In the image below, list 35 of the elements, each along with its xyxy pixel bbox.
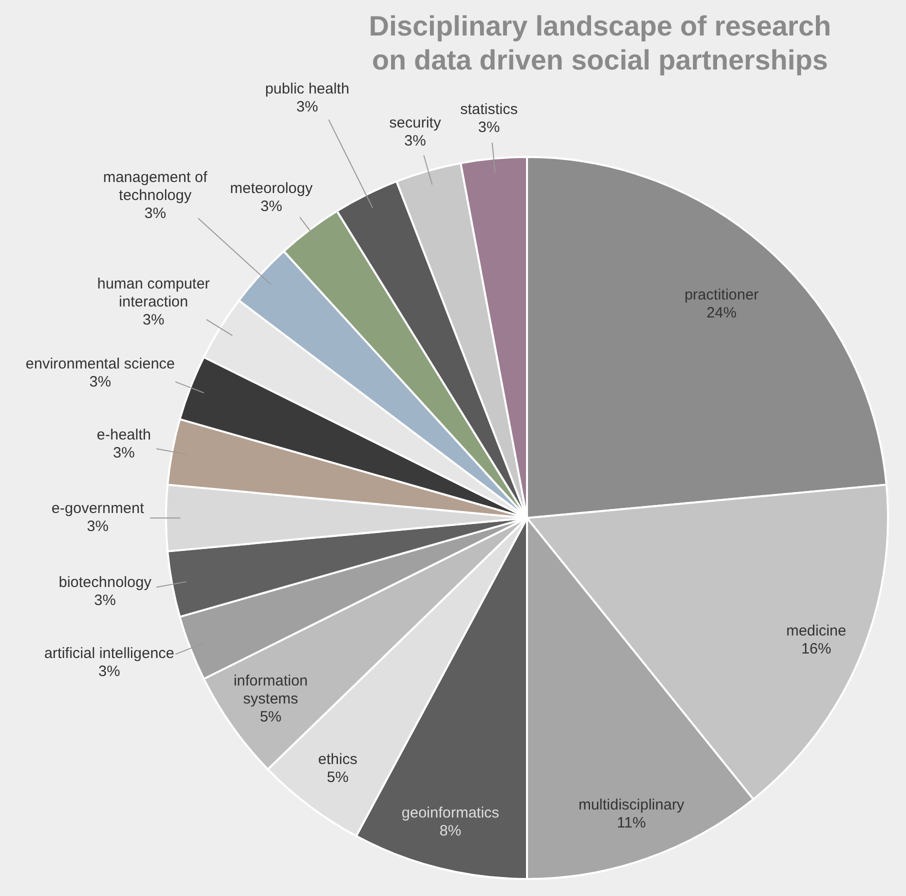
data-label: 24%	[706, 304, 737, 322]
data-label: 16%	[801, 640, 832, 658]
data-label: 3%	[296, 98, 318, 116]
data-label: 3%	[86, 518, 109, 536]
slice-label: security	[389, 114, 442, 132]
data-label: 3%	[142, 311, 164, 328]
data-label: 3%	[89, 373, 112, 390]
slice-label: statistics	[460, 100, 518, 118]
data-label: 3%	[404, 132, 426, 150]
data-label: 5%	[326, 768, 349, 786]
slice-label: medicine	[786, 622, 846, 640]
slice-label: e-government	[51, 500, 145, 518]
slice-label: meteorology	[230, 180, 314, 198]
data-label: 5%	[260, 708, 282, 726]
slice-label: ethics	[318, 750, 358, 768]
data-label: 3%	[478, 118, 500, 136]
data-label: 3%	[144, 205, 166, 222]
data-label: 3%	[260, 198, 282, 216]
slice-label: e-health	[96, 426, 151, 444]
slice-label: human computer interaction	[97, 275, 210, 310]
slice-label: multidisciplinary	[578, 796, 685, 814]
data-label: 8%	[440, 822, 462, 840]
slice-label: biotechnology	[58, 574, 152, 591]
slice-label: practitioner	[684, 286, 759, 304]
data-label: 3%	[94, 592, 116, 609]
data-label: 3%	[113, 444, 135, 462]
slice-label: information systems	[234, 672, 308, 708]
slice-label: geoinformatics	[402, 804, 500, 822]
slice-label: management of technology	[103, 169, 208, 204]
data-label: 3%	[98, 663, 120, 680]
slice-label: environmental science	[26, 355, 175, 372]
chart-title: Disciplinary landscape of research on data driven social partnerships	[368, 10, 832, 76]
slice-label: artificial intelligence	[44, 645, 174, 662]
slice-label: public health	[265, 80, 350, 98]
data-label: 11%	[616, 814, 646, 832]
